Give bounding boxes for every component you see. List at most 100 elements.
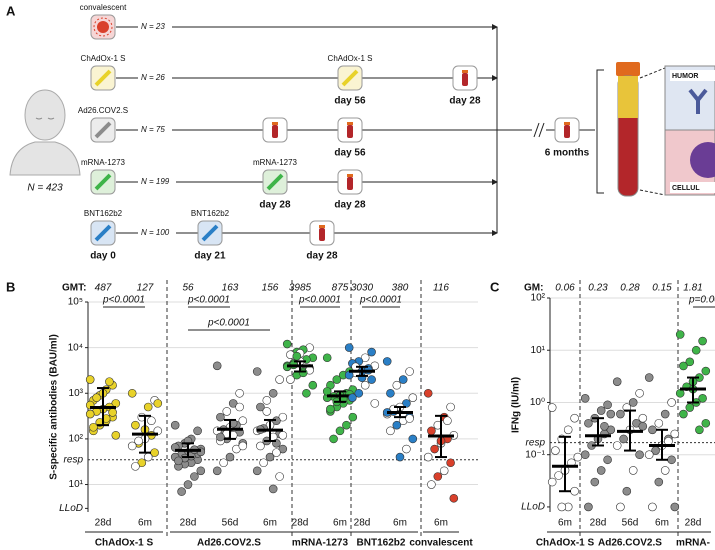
data-point [616, 502, 625, 512]
data-point [111, 430, 121, 440]
summary-value: 1.81 [683, 283, 702, 294]
data-point [235, 402, 244, 412]
x-tick-label: 28d [180, 518, 197, 529]
summary-value: 56 [182, 283, 194, 294]
data-point [433, 472, 443, 481]
summary-value: 875 [332, 283, 349, 294]
group-label: BNT162b2 [357, 538, 406, 549]
data-point [402, 444, 411, 454]
row-name: mRNA-1273 [81, 158, 126, 167]
event-label: 6 months [545, 148, 590, 159]
row-n: N = 199 [141, 177, 170, 186]
data-point [554, 471, 563, 480]
data-point [439, 466, 449, 476]
data-point [427, 480, 436, 489]
data-point [268, 484, 278, 494]
x-tick-label: 28d [95, 518, 112, 529]
data-point [332, 375, 342, 384]
data-point [256, 441, 265, 451]
data-point [348, 412, 358, 422]
data-point [344, 343, 354, 352]
panel-label: B [6, 279, 15, 294]
data-point [329, 434, 338, 444]
data-point [679, 409, 688, 419]
x-tick-label: 6m [558, 518, 572, 529]
x-tick-label: 6m [434, 518, 448, 529]
data-point [670, 429, 680, 439]
timelines [116, 24, 604, 236]
panel-label: A [6, 3, 16, 18]
summary-label: GM: [524, 283, 543, 294]
data-point [278, 430, 288, 440]
y-tick-label: 10⁵ [68, 297, 83, 308]
data-point [557, 502, 567, 512]
group-label: mRNA-1273 [292, 538, 349, 549]
data-point [252, 466, 262, 476]
threshold-label: resp [64, 454, 84, 465]
summary-value: 3985 [289, 283, 312, 294]
data-point [196, 466, 206, 476]
data-point [596, 406, 606, 415]
data-point [282, 339, 292, 349]
group-label: ChAdOx-1 S [536, 538, 595, 549]
data-point [667, 455, 676, 465]
data-point [183, 480, 193, 489]
data-point [427, 426, 436, 436]
data-point [265, 452, 275, 462]
data-point [405, 414, 414, 423]
data-point [360, 353, 370, 363]
data-point [127, 441, 137, 451]
data-point [584, 502, 593, 512]
y-tick-label: 10¹ [531, 345, 546, 356]
data-point [392, 420, 402, 430]
summary-value: 0.15 [652, 283, 672, 294]
p-value: p<0.0001 [102, 295, 145, 306]
data-point [547, 403, 557, 412]
group-label: Ad26.COV2.S [598, 538, 662, 549]
data-point [392, 380, 402, 390]
data-point [547, 477, 557, 487]
summary-value: 3030 [351, 283, 374, 294]
data-point [446, 458, 455, 468]
x-tick-label: 6m [263, 518, 277, 529]
data-point [660, 466, 670, 475]
group-label: Ad26.COV2.S [197, 538, 261, 549]
data-point [252, 367, 262, 376]
data-point [616, 409, 625, 419]
data-point [667, 398, 676, 407]
cellular-label: CELLUL [672, 185, 700, 192]
event-label: day 28 [306, 251, 338, 262]
data-point [354, 388, 364, 398]
data-point [446, 402, 455, 412]
data-point [551, 446, 560, 455]
panel-label: C [490, 279, 500, 294]
data-point [654, 418, 664, 428]
data-point [644, 373, 654, 382]
data-point [219, 458, 228, 468]
data-point [685, 357, 695, 367]
data-point [348, 393, 357, 402]
vaccine-icons [90, 14, 363, 246]
row-name: Ad26.COV2.S [78, 106, 128, 115]
data-point [275, 375, 284, 384]
event-label: day 21 [194, 251, 226, 262]
p-value: p<0.0001 [207, 318, 250, 329]
data-point [675, 330, 685, 339]
row-n: N = 75 [141, 125, 165, 134]
data-point [382, 357, 392, 366]
data-point [395, 452, 405, 462]
summary-value: 156 [262, 283, 279, 294]
event-label: day 28 [334, 200, 366, 211]
data-point [367, 347, 376, 357]
data-point [131, 462, 140, 471]
summary-value: 127 [137, 283, 154, 294]
data-point [698, 394, 707, 403]
data-point [449, 493, 459, 503]
threshold-label: resp [526, 437, 546, 448]
data-point [326, 404, 335, 414]
lod-label: LLoD [521, 502, 545, 513]
y-tick-label: 10⁻¹ [525, 449, 545, 460]
data-point [222, 407, 232, 416]
data-point [635, 388, 644, 398]
y-tick-label: 10² [531, 293, 546, 304]
